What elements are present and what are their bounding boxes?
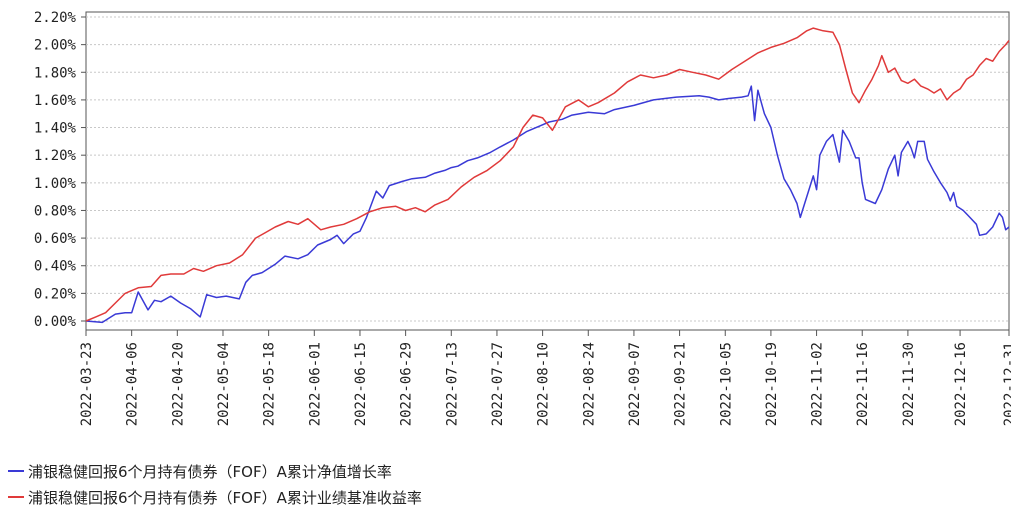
series-line-benchmark (85, 27, 1010, 322)
x-tick-label: 2022-06-29 (399, 342, 415, 426)
y-tick-label: 1.20% (34, 148, 77, 164)
x-tick-label: 2022-03-23 (79, 342, 95, 426)
y-tick-label: 2.00% (34, 38, 77, 54)
y-tick-label: 0.20% (34, 286, 77, 302)
y-tick-label: 0.00% (34, 314, 77, 330)
line-chart: 0.00% 0.20% 0.40% 0.60% 0.80% 1.00% 1.20% 1.40%… (34, 10, 1011, 426)
x-tick-label: 2022-06-15 (353, 342, 369, 426)
legend: 浦银稳健回报6个月持有债券（FOF）A累计净值增长率 浦银稳健回报6个月持有债券… (8, 458, 422, 510)
y-tick-label: 1.00% (34, 176, 77, 192)
legend-item-nav: 浦银稳健回报6个月持有债券（FOF）A累计净值增长率 (8, 458, 422, 484)
x-tick-label: 2022-08-24 (581, 342, 597, 426)
plot-background (85, 11, 1010, 331)
legend-label-nav: 浦银稳健回报6个月持有债券（FOF）A累计净值增长率 (28, 462, 392, 481)
x-tick-label: 2022-05-18 (262, 342, 278, 426)
x-tick-label: 2022-06-01 (307, 342, 323, 426)
x-axis: 2022-03-23 2022-04-06 2022-04-20 2022-05-04… (79, 330, 1011, 426)
legend-item-benchmark: 浦银稳健回报6个月持有债券（FOF）A累计业绩基准收益率 (8, 484, 422, 510)
x-tick-label: 2022-09-21 (673, 342, 689, 426)
x-tick-label: 2022-12-16 (953, 342, 969, 426)
x-tick-label: 2022-04-06 (125, 342, 141, 426)
x-tick-label: 2022-04-20 (170, 342, 186, 426)
x-tick-label: 2022-11-02 (810, 342, 826, 426)
y-tick-label: 0.40% (34, 259, 77, 275)
x-tick-label: 2022-07-27 (490, 342, 506, 426)
x-tick-label: 2022-10-05 (718, 342, 734, 426)
y-tick-label: 0.60% (34, 231, 77, 247)
x-tick-label: 2022-08-10 (536, 342, 552, 426)
y-tick-label: 1.80% (34, 65, 77, 81)
x-tick-label: 2022-07-13 (444, 342, 460, 426)
y-tick-label: 1.40% (34, 121, 77, 137)
series-line-nav-growth (85, 85, 1010, 324)
grid (86, 16, 1009, 322)
y-tick-label: 0.80% (34, 203, 77, 219)
x-tick-label: 2022-11-16 (855, 342, 871, 426)
y-tick-label: 1.60% (34, 93, 77, 109)
legend-swatch-nav (8, 470, 24, 472)
y-tick-label: 2.20% (34, 10, 77, 26)
legend-label-benchmark: 浦银稳健回报6个月持有债券（FOF）A累计业绩基准收益率 (28, 488, 422, 507)
x-tick-label: 2022-10-19 (764, 342, 780, 426)
series-lines (85, 27, 1010, 324)
legend-swatch-benchmark (8, 496, 24, 498)
y-axis: 0.00% 0.20% 0.40% 0.60% 0.80% 1.00% 1.20% 1.40%… (34, 10, 86, 330)
x-tick-label: 2022-09-07 (627, 342, 643, 426)
x-tick-label: 2022-05-04 (216, 342, 232, 426)
x-tick-label: 2022-12-31 (1002, 342, 1011, 426)
x-tick-label: 2022-11-30 (901, 342, 917, 426)
